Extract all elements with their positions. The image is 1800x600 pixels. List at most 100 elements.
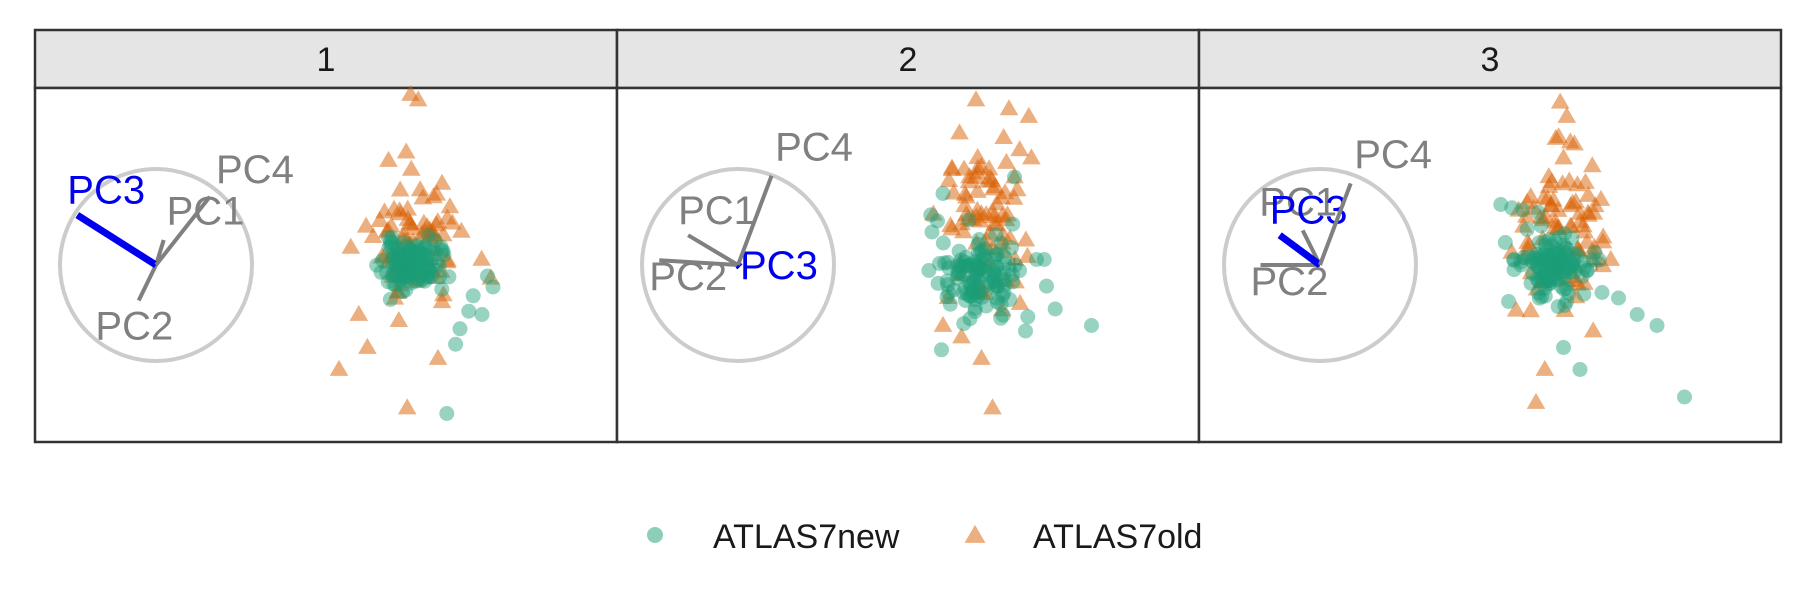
- data-point-atlas7new: [1547, 256, 1563, 272]
- data-point-atlas7new: [405, 246, 421, 261]
- data-point-atlas7new: [1542, 275, 1558, 291]
- data-point-atlas7new: [1531, 290, 1547, 306]
- data-point-atlas7new: [422, 242, 438, 258]
- data-point-atlas7new: [405, 247, 421, 263]
- data-point-atlas7new: [952, 265, 968, 281]
- data-point-atlas7new: [1532, 263, 1548, 278]
- data-point-atlas7new: [955, 258, 971, 274]
- data-point-atlas7old: [341, 237, 361, 254]
- data-point-atlas7new: [1547, 256, 1563, 272]
- data-point-atlas7old: [944, 183, 963, 200]
- data-point-atlas7new: [1538, 253, 1553, 269]
- data-point-atlas7new: [1541, 269, 1557, 285]
- data-point-atlas7new: [1533, 271, 1549, 286]
- data-point-atlas7old: [976, 230, 996, 247]
- data-point-atlas7new: [390, 242, 406, 257]
- data-point-atlas7new: [383, 238, 399, 254]
- data-point-atlas7new: [1541, 251, 1557, 266]
- data-point-atlas7new: [1552, 256, 1568, 272]
- data-point-atlas7new: [397, 265, 413, 281]
- data-point-atlas7old: [993, 225, 1013, 242]
- data-point-atlas7old: [996, 270, 1016, 287]
- axis-line-pc4: [154, 195, 212, 267]
- data-point-atlas7old: [1517, 192, 1537, 209]
- axes-circle: [58, 167, 254, 363]
- data-point-atlas7new: [413, 248, 429, 264]
- data-point-atlas7new: [1557, 264, 1573, 280]
- data-point-atlas7new: [962, 311, 978, 327]
- data-point-atlas7new: [1649, 318, 1665, 333]
- data-point-atlas7new: [1530, 204, 1546, 220]
- data-point-atlas7new: [1537, 267, 1553, 282]
- axis-label-pc4: PC4: [775, 125, 853, 169]
- data-point-atlas7new: [969, 263, 985, 279]
- data-point-atlas7old: [356, 216, 376, 233]
- data-point-atlas7new: [1521, 249, 1537, 264]
- data-point-atlas7new: [1536, 258, 1552, 274]
- data-point-atlas7new: [393, 249, 409, 265]
- data-point-atlas7new: [973, 261, 989, 277]
- axis-label-pc2: PC2: [95, 305, 173, 349]
- data-point-atlas7new: [967, 292, 983, 308]
- data-point-atlas7new: [1561, 261, 1577, 277]
- data-point-atlas7old: [378, 220, 398, 237]
- data-point-atlas7new: [1002, 292, 1018, 308]
- data-point-atlas7new: [986, 280, 1002, 296]
- data-point-atlas7new: [1547, 247, 1562, 263]
- data-point-atlas7new: [395, 284, 411, 300]
- data-point-atlas7new: [417, 241, 433, 257]
- data-point-atlas7new: [968, 259, 984, 274]
- data-point-atlas7old: [1018, 246, 1037, 263]
- data-point-atlas7new: [1538, 234, 1554, 250]
- data-point-atlas7old: [426, 245, 446, 262]
- data-point-atlas7new: [993, 236, 1009, 252]
- data-point-atlas7new: [1524, 254, 1540, 269]
- axis-label-pc2: PC2: [1251, 260, 1329, 304]
- data-point-atlas7new: [959, 258, 975, 274]
- axis-line-pc3: [1277, 232, 1323, 268]
- data-point-atlas7new: [962, 277, 978, 293]
- data-point-atlas7new: [414, 258, 430, 274]
- data-point-atlas7new: [946, 282, 962, 298]
- data-point-atlas7new: [970, 271, 986, 287]
- data-point-atlas7new: [427, 232, 443, 248]
- data-point-atlas7new: [985, 271, 1001, 287]
- data-point-atlas7new: [1540, 247, 1556, 263]
- data-point-atlas7new: [971, 277, 987, 293]
- data-point-atlas7old: [358, 337, 377, 354]
- data-point-atlas7old: [942, 160, 962, 176]
- data-point-atlas7old: [1578, 185, 1598, 202]
- data-point-atlas7new: [965, 285, 981, 301]
- data-point-atlas7new: [402, 251, 418, 267]
- data-point-atlas7new: [1558, 240, 1574, 256]
- data-point-atlas7new: [1519, 221, 1535, 237]
- data-point-atlas7new: [412, 246, 428, 262]
- data-point-atlas7new: [1556, 269, 1572, 285]
- data-point-atlas7new: [956, 316, 972, 332]
- data-point-atlas7new: [417, 252, 432, 268]
- data-point-atlas7old: [1004, 188, 1024, 205]
- data-point-atlas7new: [958, 293, 973, 308]
- data-point-atlas7new: [401, 260, 417, 276]
- data-point-atlas7new: [1585, 252, 1601, 268]
- data-point-atlas7new: [949, 270, 965, 286]
- data-point-atlas7new: [1537, 274, 1553, 290]
- data-point-atlas7new: [435, 243, 451, 259]
- data-point-atlas7new: [403, 242, 419, 258]
- data-point-atlas7new: [951, 266, 966, 282]
- data-point-atlas7new: [951, 258, 967, 274]
- data-point-atlas7new: [1533, 218, 1549, 234]
- data-point-atlas7new: [406, 267, 422, 283]
- data-point-atlas7new: [977, 263, 993, 279]
- data-point-atlas7new: [1513, 257, 1529, 273]
- data-point-atlas7old: [1585, 237, 1604, 254]
- data-point-atlas7new: [1574, 269, 1590, 285]
- data-point-atlas7old: [1555, 301, 1575, 317]
- data-point-atlas7new: [962, 288, 978, 304]
- data-point-atlas7new: [972, 253, 988, 269]
- data-point-atlas7old: [994, 241, 1013, 258]
- data-point-atlas7old: [1514, 216, 1533, 233]
- data-point-atlas7old: [403, 232, 423, 249]
- facet-strip-2: [615, 28, 1201, 90]
- data-point-atlas7new: [1003, 240, 1019, 256]
